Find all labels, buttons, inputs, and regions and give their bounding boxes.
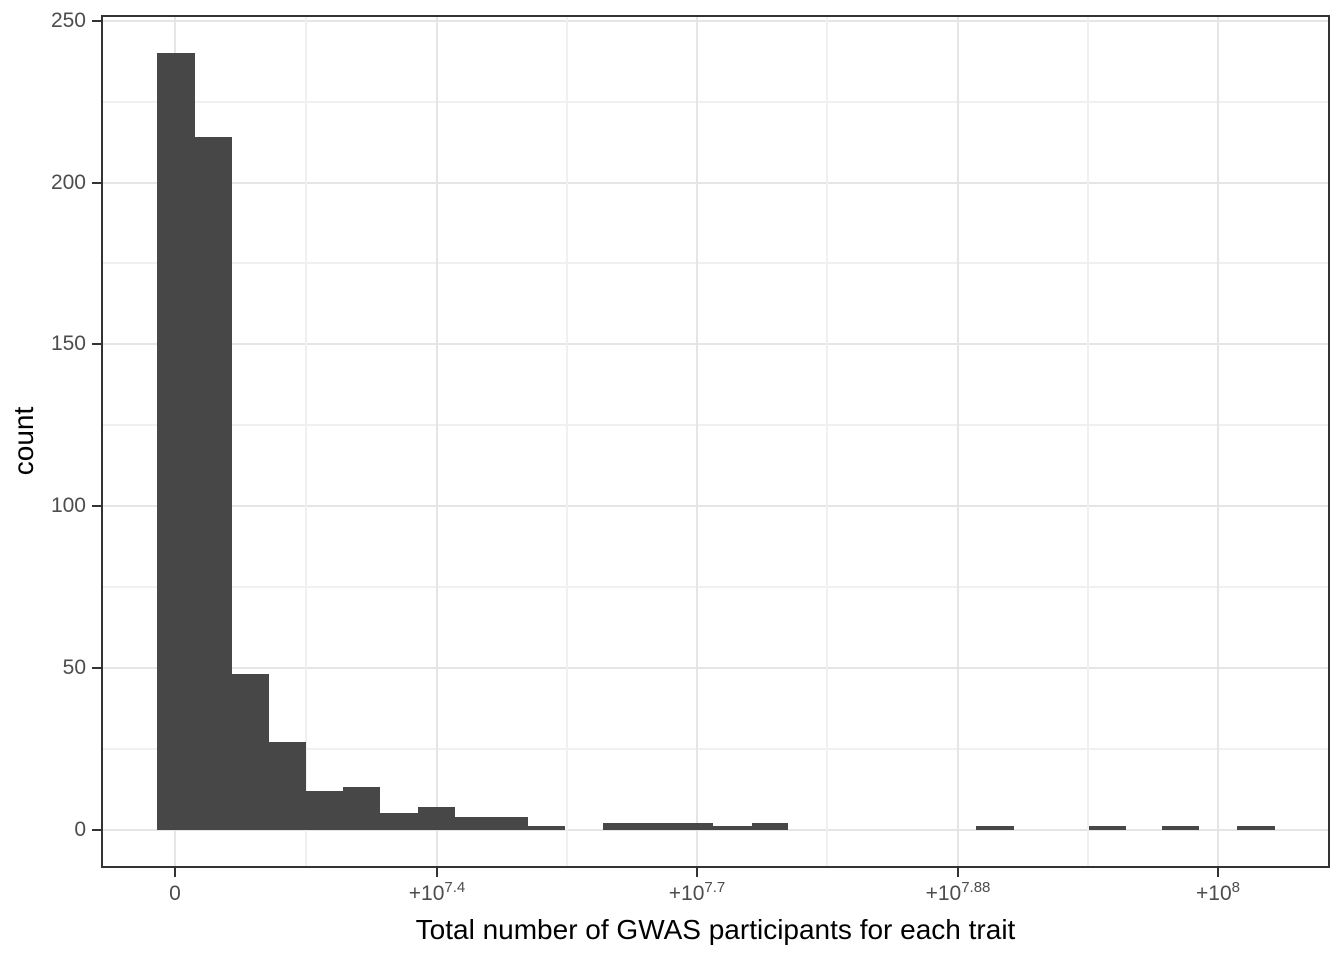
panel-border (101, 15, 1330, 868)
gridline-major-horizontal (101, 19, 1330, 22)
x-axis-tick-label: +107.7 (627, 879, 767, 908)
histogram-bar (343, 787, 380, 831)
y-axis-tick-mark (92, 343, 101, 346)
x-axis-tick-mark (1217, 868, 1219, 877)
gridline-minor-vertical (1087, 15, 1089, 868)
gridline-minor-vertical (305, 15, 307, 868)
gridline-minor-horizontal (101, 262, 1330, 265)
y-axis-tick-label: 0 (74, 817, 86, 841)
x-tick-base: +10 (1196, 882, 1232, 905)
histogram-bar (269, 742, 306, 831)
gridline-major-vertical (696, 15, 698, 868)
x-axis-title: Total number of GWAS participants for ea… (415, 914, 1016, 945)
y-axis-tick-mark (92, 181, 101, 184)
x-axis-tick-label: +107.88 (888, 879, 1028, 908)
y-axis-tick-mark (92, 828, 101, 831)
y-axis-tick-label: 200 (50, 170, 86, 194)
y-axis-title: count (8, 406, 39, 476)
gridline-minor-vertical (826, 15, 828, 868)
y-axis-tick-mark (92, 666, 101, 669)
gridline-major-horizontal (101, 343, 1330, 346)
gridline-minor-vertical (566, 15, 568, 868)
x-tick-exponent: 7.7 (704, 879, 726, 896)
gridline-major-vertical (1217, 15, 1219, 868)
x-tick-base: +10 (925, 882, 962, 905)
y-axis-tick-mark (92, 19, 101, 22)
gridline-minor-horizontal (101, 100, 1330, 103)
x-axis-tick-mark (436, 868, 438, 877)
histogram-bar (455, 816, 492, 831)
histogram-bar (380, 813, 418, 831)
histogram-bar (603, 823, 640, 831)
x-axis-tick-mark (696, 868, 698, 877)
histogram-bar (676, 823, 713, 831)
histogram-bar (640, 823, 676, 831)
histogram-bar (491, 816, 528, 831)
x-tick-base: 0 (169, 882, 181, 905)
x-axis-tick-label: +107.4 (367, 879, 507, 908)
histogram-bar (528, 826, 565, 831)
histogram-bar (1162, 826, 1199, 831)
histogram-bar (1089, 826, 1126, 831)
x-tick-exponent: 8 (1231, 879, 1240, 896)
x-tick-base: +10 (668, 882, 705, 905)
gridline-major-horizontal (101, 666, 1330, 669)
y-axis-tick-label: 100 (50, 494, 86, 517)
y-axis-tick-mark (92, 505, 101, 507)
gridline-major-horizontal (101, 181, 1330, 184)
y-axis-tick-label: 50 (62, 655, 86, 679)
histogram-bar (1237, 826, 1275, 831)
x-tick-base: +10 (408, 882, 445, 905)
gridline-major-horizontal (101, 505, 1330, 507)
y-axis-tick-label: 150 (50, 332, 86, 356)
gridline-minor-horizontal (101, 585, 1330, 588)
x-tick-exponent: 7.88 (961, 879, 991, 896)
histogram-bar (976, 826, 1014, 831)
histogram-bar (306, 790, 343, 831)
histogram-bar (713, 826, 752, 831)
histogram-bar (418, 806, 455, 831)
histogram-bar (194, 137, 232, 831)
histogram-bar (752, 823, 788, 831)
histogram-bar (232, 674, 269, 831)
x-axis-tick-mark (174, 868, 176, 877)
gridline-major-vertical (957, 15, 959, 868)
histogram-bar (157, 53, 195, 831)
x-axis-tick-label: 0 (105, 882, 245, 906)
y-axis-tick-label: 250 (50, 8, 86, 32)
gridline-major-vertical (436, 15, 438, 868)
gridline-minor-horizontal (101, 747, 1330, 750)
gridline-minor-horizontal (101, 424, 1330, 427)
x-axis-tick-label: +108 (1148, 879, 1288, 908)
x-tick-exponent: 7.4 (444, 879, 466, 896)
x-axis-tick-mark (957, 868, 959, 877)
